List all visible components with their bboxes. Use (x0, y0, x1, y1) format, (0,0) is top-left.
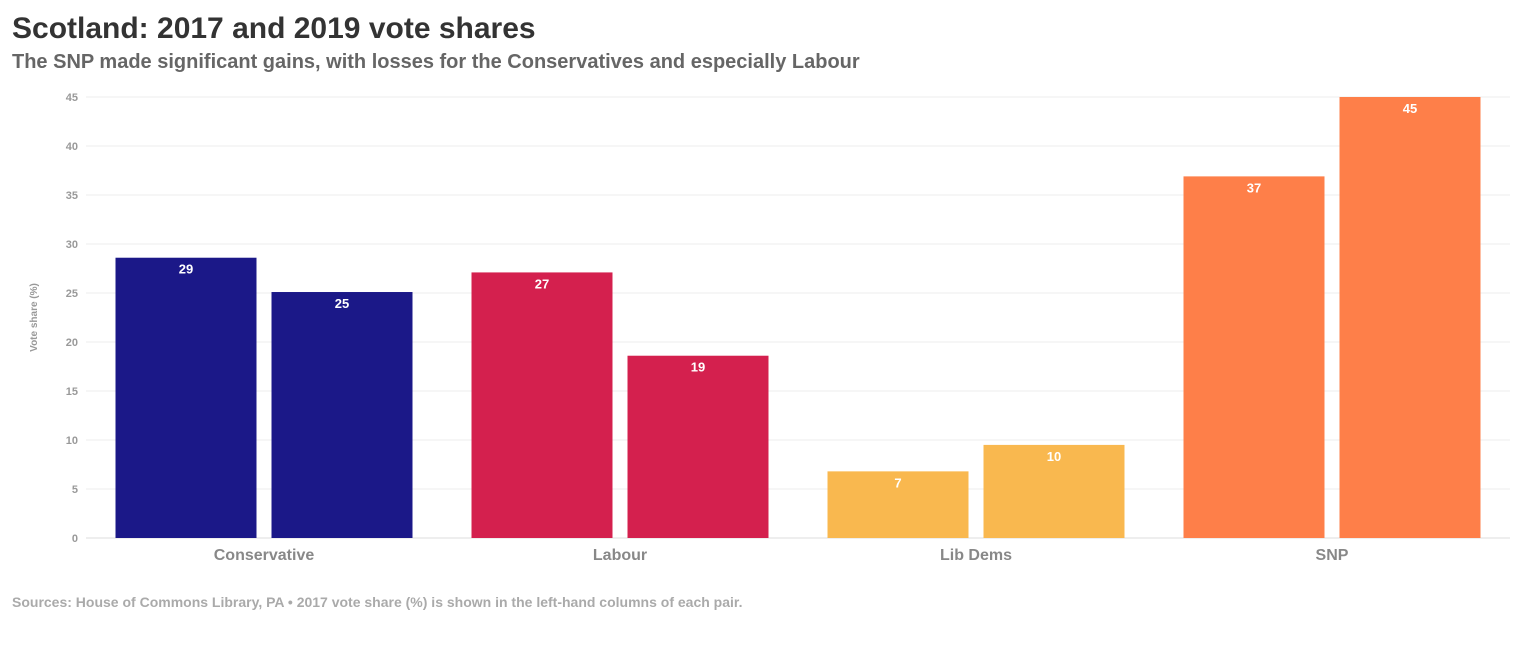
x-category-label: Labour (593, 547, 647, 564)
y-tick-label: 20 (66, 337, 78, 349)
y-tick-label: 5 (72, 484, 78, 496)
bar (115, 257, 257, 538)
bar-value-label: 19 (691, 360, 705, 375)
bar (471, 272, 613, 538)
bar-value-label: 29 (179, 262, 193, 277)
chart-title: Scotland: 2017 and 2019 vote shares (12, 12, 536, 45)
x-category-label: SNP (1316, 547, 1349, 564)
y-tick-label: 25 (66, 288, 78, 300)
bar (827, 471, 969, 538)
bar (627, 355, 769, 538)
bar-value-label: 27 (535, 276, 549, 291)
x-category-label: Lib Dems (940, 547, 1012, 564)
y-tick-label: 15 (66, 386, 78, 398)
chart-source-note: Sources: House of Commons Library, PA • … (12, 594, 743, 610)
bar-value-label: 37 (1247, 180, 1261, 195)
y-tick-label: 40 (66, 141, 78, 153)
y-tick-label: 0 (72, 533, 78, 545)
chart-subtitle: The SNP made significant gains, with los… (12, 51, 860, 73)
y-tick-label: 10 (66, 435, 78, 447)
bar (983, 444, 1125, 538)
y-tick-label: 35 (66, 190, 78, 202)
bar (271, 292, 413, 538)
x-category-label: Conservative (214, 547, 315, 564)
y-tick-label: 30 (66, 239, 78, 251)
bar (1339, 97, 1481, 538)
y-tick-label: 45 (66, 92, 78, 104)
bar-value-label: 7 (894, 475, 901, 490)
bar-value-label: 10 (1047, 449, 1061, 464)
y-axis-title: Vote share (%) (29, 283, 40, 352)
bar-value-label: 45 (1403, 101, 1417, 116)
bar (1183, 176, 1325, 538)
bar-value-label: 25 (335, 296, 349, 311)
